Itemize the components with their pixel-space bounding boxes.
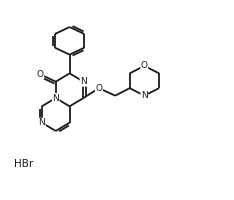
Text: N: N xyxy=(52,94,59,103)
Text: N: N xyxy=(38,118,45,127)
Text: HBr: HBr xyxy=(14,159,33,169)
Text: N: N xyxy=(80,77,87,86)
Text: O: O xyxy=(37,70,44,79)
Text: N: N xyxy=(141,91,148,100)
Text: O: O xyxy=(141,61,148,70)
Text: O: O xyxy=(95,84,102,93)
